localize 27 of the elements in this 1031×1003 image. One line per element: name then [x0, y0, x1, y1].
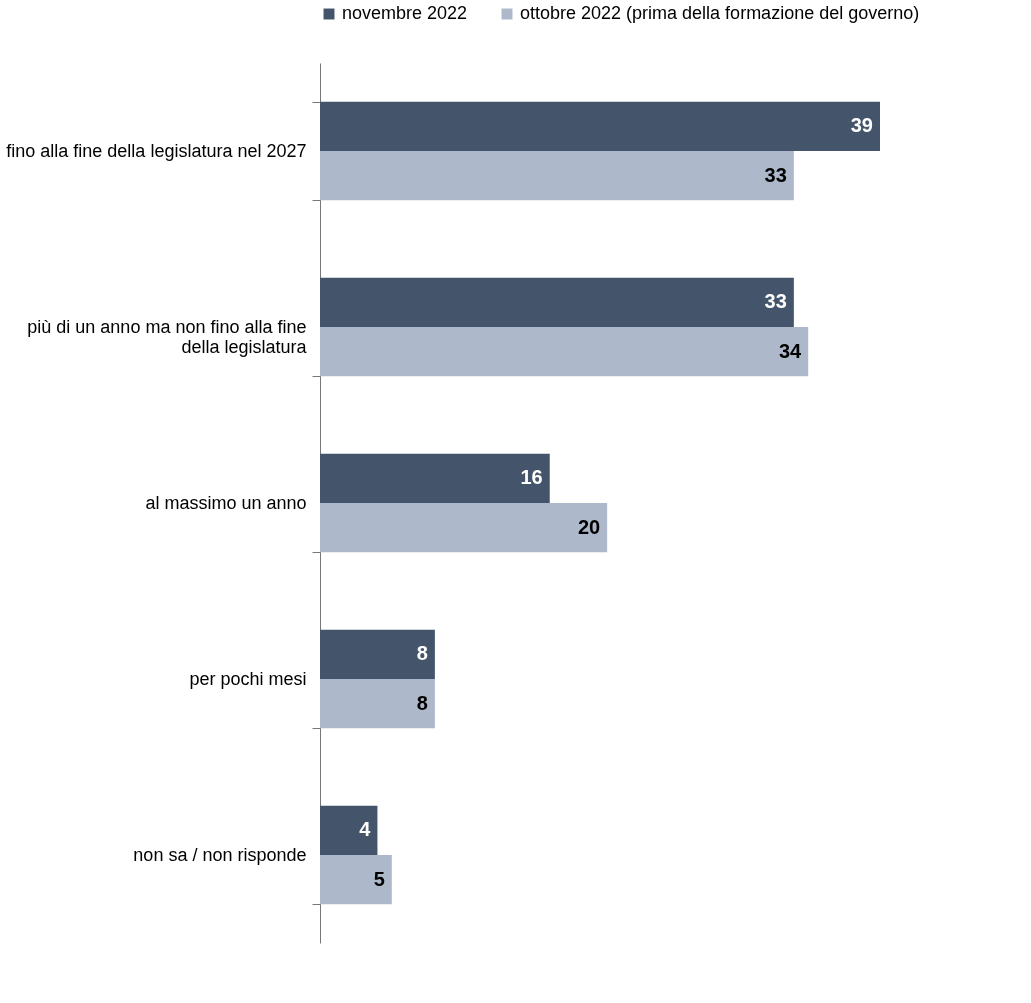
bar [320, 151, 794, 201]
y-tick-label: non sa / non risponde [133, 844, 307, 865]
y-tick-label: per pochi mesi [189, 668, 307, 689]
y-tick-label: fino alla fine della legislatura nel 2027 [6, 140, 307, 161]
data-label: 39 [850, 114, 873, 137]
bar [320, 101, 880, 151]
data-label: 20 [577, 515, 601, 538]
bar [320, 805, 378, 855]
legend-label: ottobre 2022 (prima della formazione del governo) [520, 3, 920, 23]
data-label: 5 [373, 867, 385, 890]
data-label: 16 [520, 466, 543, 489]
data-label: 8 [416, 691, 428, 714]
bar [320, 277, 794, 327]
data-label: 4 [359, 818, 372, 841]
bar [320, 453, 550, 503]
data-label: 33 [764, 290, 787, 313]
legend-label: novembre 2022 [342, 3, 468, 23]
bar [320, 503, 608, 553]
y-tick-label: al massimo un anno [145, 492, 307, 513]
bar [320, 327, 809, 377]
data-label: 34 [778, 339, 803, 362]
bar [320, 679, 435, 729]
bar [320, 855, 392, 905]
bar [320, 629, 435, 679]
data-label: 8 [416, 642, 428, 665]
data-label: 33 [764, 163, 787, 186]
y-tick-label: più di un anno ma non fino alla fine della legislatura [27, 316, 308, 357]
